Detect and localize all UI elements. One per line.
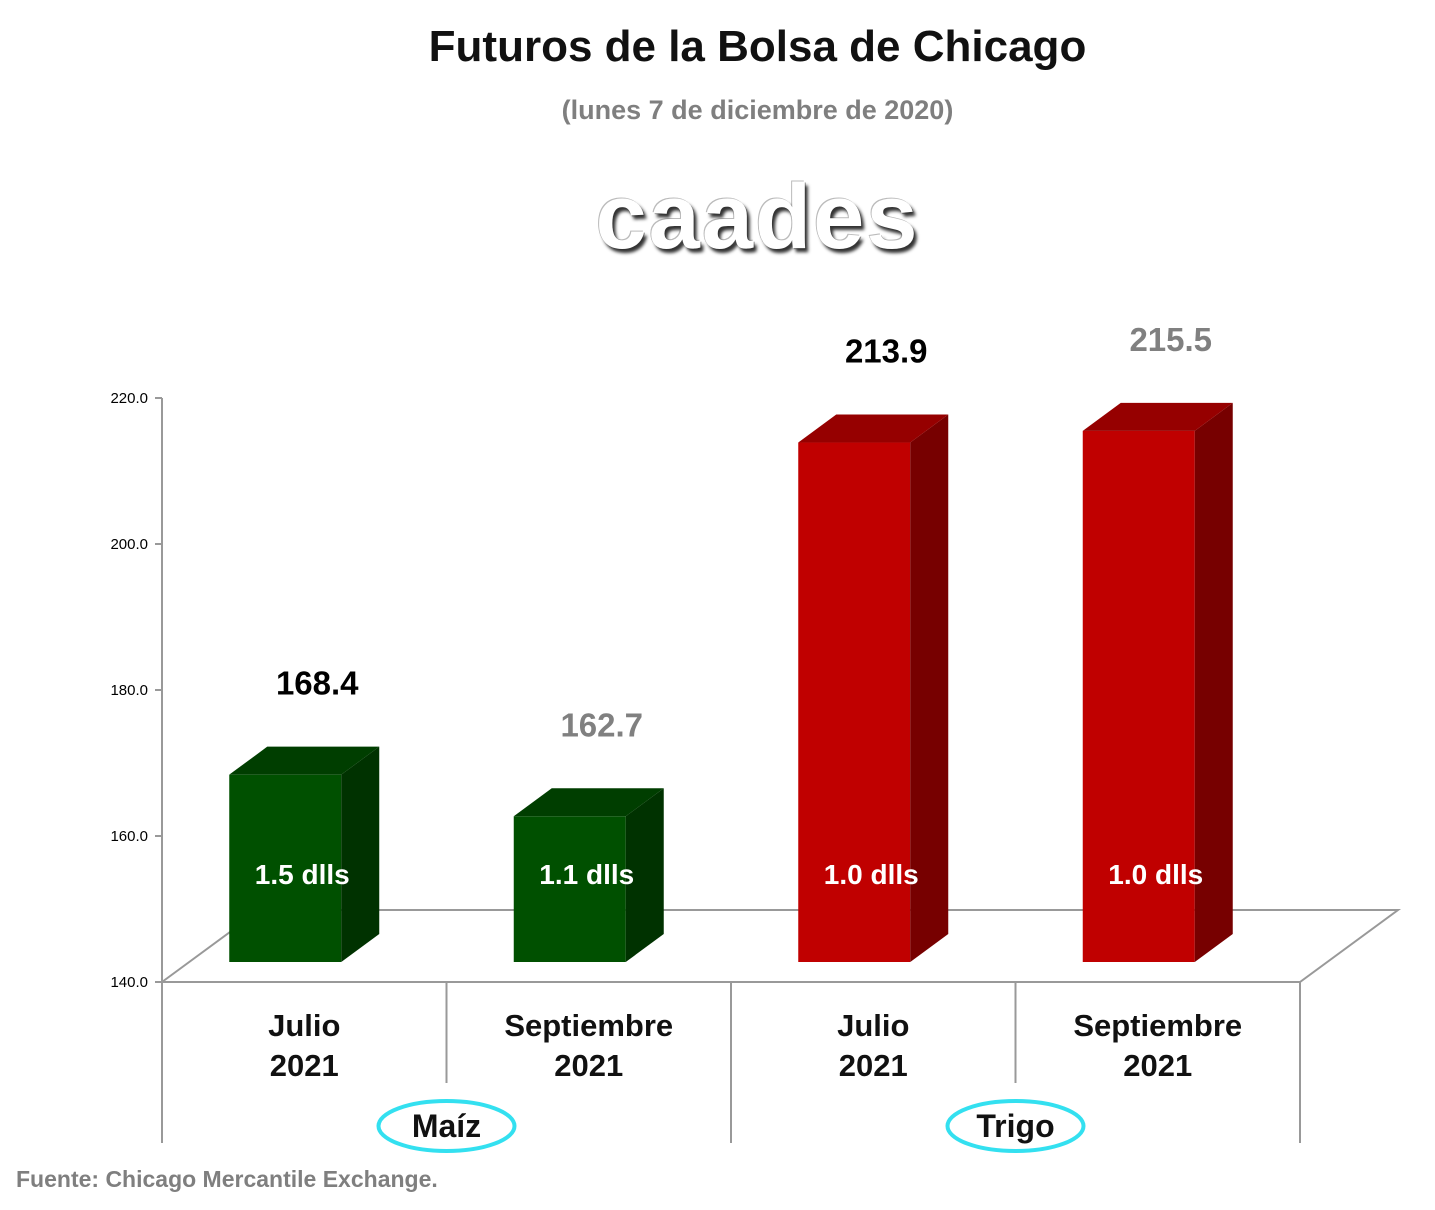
bar-top [798, 414, 949, 443]
bar [1082, 402, 1233, 963]
group-label: Maíz [412, 1108, 481, 1144]
y-tick-label: 200.0 [110, 536, 148, 553]
bar-inner-label: 1.0 dlls [824, 859, 919, 890]
bar-front [229, 774, 342, 962]
bar-value-label: 162.7 [560, 706, 643, 743]
category-label-line2: 2021 [554, 1048, 623, 1083]
category-label-line1: Septiembre [504, 1008, 673, 1043]
bar [229, 746, 380, 962]
y-tick-label: 160.0 [110, 828, 148, 845]
bar-inner-label: 1.1 dlls [539, 859, 634, 890]
bar-value-label: 213.9 [845, 333, 928, 370]
y-tick-label: 220.0 [110, 390, 148, 407]
chart-subtitle: (lunes 7 de diciembre de 2020) [561, 95, 954, 125]
bar-side [341, 746, 380, 962]
bar-front [1082, 430, 1195, 963]
category-label-line1: Julio [837, 1008, 909, 1043]
bar-front [513, 816, 626, 962]
source-note: Fuente: Chicago Mercantile Exchange. [16, 1166, 438, 1192]
group-ellipse [945, 1099, 1086, 1153]
group-ellipse [376, 1099, 517, 1153]
bar-side [910, 414, 949, 962]
category-label-line1: Julio [268, 1008, 340, 1043]
bar-inner-label: 1.0 dlls [1108, 859, 1203, 890]
bar [513, 788, 664, 962]
bar-front [798, 442, 911, 962]
bar-side [625, 788, 664, 962]
bar-value-label: 168.4 [276, 665, 359, 702]
caades-logo: caades [595, 166, 920, 268]
category-label-line2: 2021 [1123, 1048, 1192, 1083]
chart-bars [229, 402, 1233, 963]
y-tick-label: 180.0 [110, 682, 148, 699]
chart-labels: 168.4 1.5 dlls Julio 2021 162.7 1.1 dlls Septi… [255, 321, 1242, 1153]
bar-top [1082, 402, 1233, 431]
category-label-line1: Septiembre [1073, 1008, 1242, 1043]
bar-top [513, 788, 664, 817]
bar-value-label: 215.5 [1129, 321, 1212, 358]
bar-inner-label: 1.5 dlls [255, 859, 350, 890]
bar-top [229, 746, 380, 775]
chart-title: Futuros de la Bolsa de Chicago [428, 22, 1087, 71]
category-label-line2: 2021 [839, 1048, 908, 1083]
bar-chart: 140.0 160.0 180.0 200.0 220.0 168.4 1.5 dlls J… [110, 321, 1402, 1153]
y-tick-label: 140.0 [110, 974, 148, 991]
bar [798, 414, 949, 962]
category-label-line2: 2021 [270, 1048, 339, 1083]
group-label: Trigo [976, 1108, 1054, 1144]
bar-side [1194, 402, 1233, 963]
